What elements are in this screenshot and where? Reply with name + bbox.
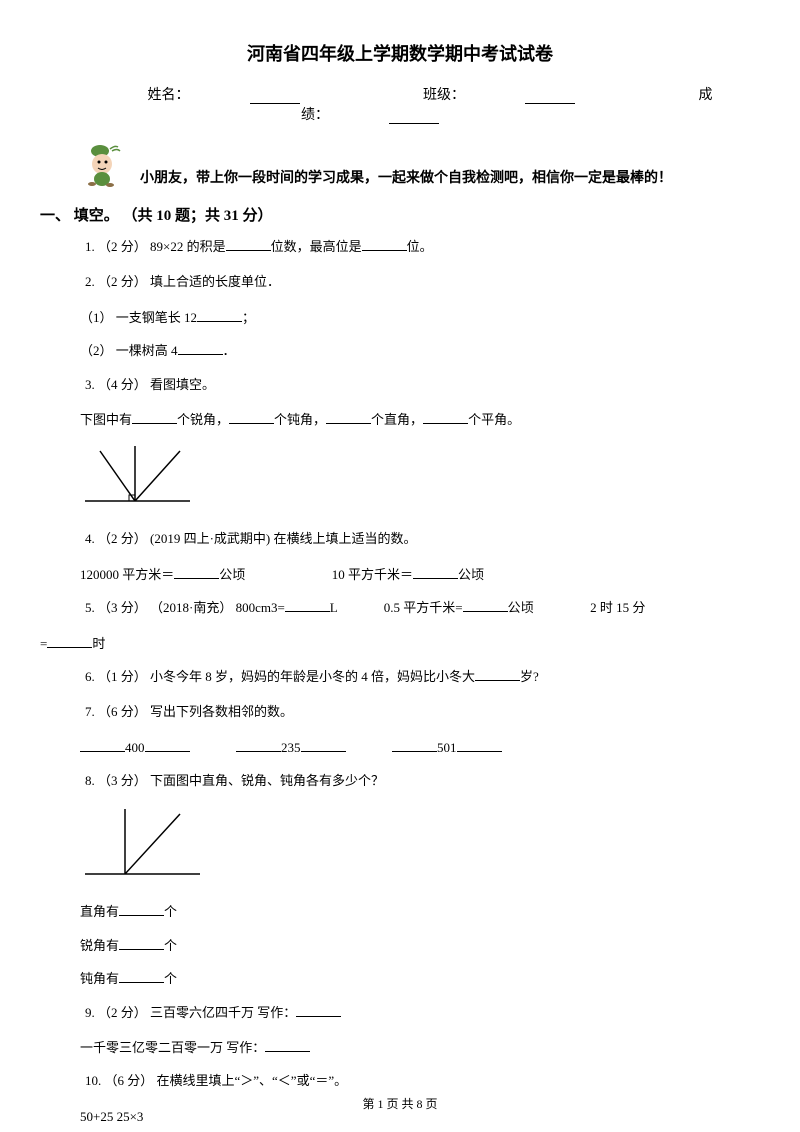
question-8-a2: 锐角有个 <box>80 934 720 957</box>
question-10: 10. （6 分） 在横线里填上“＞”、“＜”或“＝”。 <box>85 1069 720 1092</box>
intro-row: 小朋友，带上你一段时间的学习成果，一起来做个自我检测吧，相信你一定是最棒的！ <box>80 139 720 189</box>
question-8-a1: 直角有个 <box>80 900 720 923</box>
question-7: 7. （6 分） 写出下列各数相邻的数。 <box>85 700 720 723</box>
question-1: 1. （2 分） 89×22 的积是位数，最高位是位。 <box>85 235 720 258</box>
question-6: 6. （1 分） 小冬今年 8 岁，妈妈的年龄是小冬的 4 倍，妈妈比小冬大岁? <box>85 665 720 688</box>
question-7-numbers: 400 235 501 <box>80 736 720 759</box>
header-fields: 姓名： 班级： 成绩： <box>80 84 720 124</box>
question-8-a3: 钝角有个 <box>80 967 720 990</box>
intro-text: 小朋友，带上你一段时间的学习成果，一起来做个自我检测吧，相信你一定是最棒的！ <box>140 167 672 187</box>
question-8-diagram <box>80 804 720 888</box>
question-5-cont: =时 <box>40 632 720 655</box>
question-2: 2. （2 分） 填上合适的长度单位． <box>85 270 720 293</box>
question-4-equations: 120000 平方米＝公顷 10 平方千米＝公顷 <box>80 563 720 586</box>
page-footer: 第 1 页 共 8 页 <box>0 1095 800 1112</box>
exam-title: 河南省四年级上学期数学期中考试试卷 <box>80 40 720 66</box>
question-3-line: 下图中有个锐角，个钝角，个直角，个平角。 <box>80 408 720 431</box>
question-8: 8. （3 分） 下面图中直角、锐角、钝角各有多少个？ <box>85 769 720 792</box>
question-9-line1: 9. （2 分） 三百零六亿四千万 写作： <box>85 1001 720 1024</box>
question-3: 3. （4 分） 看图填空。 <box>85 373 720 396</box>
mascot-icon <box>80 139 130 189</box>
name-field: 姓名： <box>118 88 330 103</box>
question-2-sub1: （1） 一支钢笔长 12； <box>80 306 720 329</box>
section-1-header: 一、 填空。 （共 10 题；共 31 分） <box>40 204 720 225</box>
class-field: 班级： <box>393 88 605 103</box>
question-4: 4. （2 分） (2019 四上·成武期中) 在横线上填上适当的数。 <box>85 527 720 550</box>
question-3-diagram <box>80 441 720 515</box>
question-2-sub2: （2） 一棵树高 4． <box>80 339 720 362</box>
question-9-line2: 一千零三亿零二百零一万 写作： <box>80 1036 720 1059</box>
question-5: 5. （3 分） （2018·南充） 800cm3=L 0.5 平方千米=公顷 … <box>85 596 720 619</box>
